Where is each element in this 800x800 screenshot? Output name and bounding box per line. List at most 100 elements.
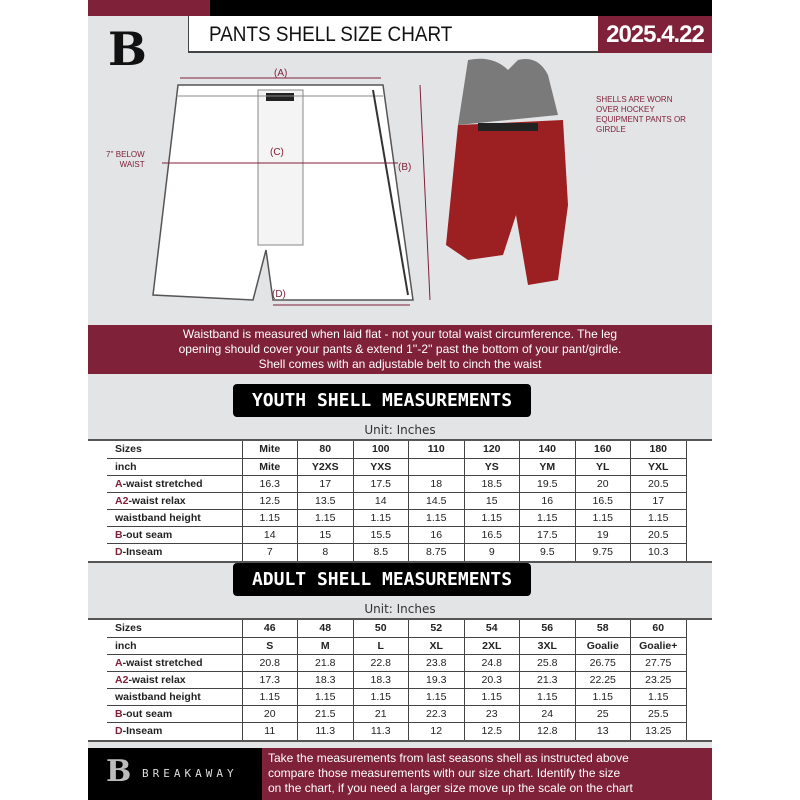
table-row: Sizes 46 48 50 52 54 56 58 60 <box>107 620 687 638</box>
footer-instructions: Take the measurements from last seasons … <box>262 748 712 800</box>
row-label: inch <box>107 636 243 655</box>
table-cell: 15.5 <box>352 525 409 545</box>
label-d: (D) <box>272 289 286 300</box>
table-cell: 16.5 <box>463 525 520 545</box>
table-cell: 11 <box>241 722 298 740</box>
row-prefix: A <box>115 477 123 490</box>
table-cell: Goalie <box>574 636 631 655</box>
table-cell: 8 <box>297 543 354 561</box>
table-cell: 1.15 <box>574 687 631 706</box>
table-row: A2-waist relax 12.5 13.5 14 14.5 15 16 16.5 17 <box>107 491 687 510</box>
table-cell: 9.75 <box>574 543 631 561</box>
table-cell: 1.15 <box>241 687 298 706</box>
row-label: waistband height <box>107 508 243 527</box>
row-label-text: -waist relax <box>128 494 186 507</box>
table-cell: 21.5 <box>297 704 354 724</box>
youth-title: YOUTH SHELL MEASUREMENTS <box>233 384 531 417</box>
row-label-text: -waist stretched <box>122 477 203 490</box>
table-cell: Mite <box>241 441 298 459</box>
row-label-text: inch <box>115 460 137 473</box>
table-cell: 18.3 <box>297 670 354 689</box>
table-cell: 14 <box>352 491 409 510</box>
row-label: A-waist stretched <box>107 474 243 493</box>
table-cell: 13.25 <box>630 722 687 740</box>
row-label: A2-waist relax <box>107 491 243 510</box>
table-cell: YM <box>519 457 576 476</box>
table-row: waistband height 1.15 1.15 1.15 1.15 1.15 1.15… <box>107 508 687 527</box>
table-cell: 16 <box>408 525 465 545</box>
table-cell: 18 <box>408 474 465 493</box>
row-label-text: Sizes <box>115 443 142 456</box>
table-cell: 1.15 <box>519 687 576 706</box>
info-band: Waistband is measured when laid flat - n… <box>88 325 712 374</box>
row-label-text: waistband height <box>115 690 201 703</box>
table-cell: 110 <box>408 441 465 459</box>
table-cell: 1.15 <box>352 687 409 706</box>
adult-unit: Unit: Inches <box>364 602 436 616</box>
label-c: (C) <box>270 147 284 158</box>
table-cell: 10.3 <box>630 543 687 561</box>
table-cell: 1.15 <box>519 508 576 527</box>
table-cell: 8.75 <box>408 543 465 561</box>
row-label-text: -Inseam <box>122 546 163 559</box>
row-label-text: Sizes <box>115 622 142 635</box>
label-a: (A) <box>274 68 288 79</box>
row-label: D-Inseam <box>107 722 243 740</box>
table-row: A-waist stretched 20.8 21.8 22.8 23.8 24.8 25.… <box>107 653 687 672</box>
table-cell: 16.5 <box>574 491 631 510</box>
table-cell: 1.15 <box>574 508 631 527</box>
youth-table: Sizes Mite 80 100 110 120 140 160 180 inch Mite Y2X… <box>88 439 712 563</box>
table-cell: 11.3 <box>352 722 409 740</box>
row-label-text: -waist relax <box>128 673 186 686</box>
info-line: Waistband is measured when laid flat - n… <box>182 327 618 341</box>
row-label: Sizes <box>107 620 243 638</box>
table-cell: 14 <box>241 525 298 545</box>
below-waist-label: 7'' BELOW WAIST <box>106 150 145 169</box>
table-cell: 80 <box>297 441 354 459</box>
table-cell: 8.5 <box>352 543 409 561</box>
table-cell: 27.75 <box>630 653 687 672</box>
footer-line: compare those measurements with our size… <box>268 766 621 780</box>
table-cell: YXL <box>630 457 687 476</box>
table-cell: 19 <box>574 525 631 545</box>
youth-unit: Unit: Inches <box>364 423 436 437</box>
row-prefix: D <box>115 546 123 559</box>
row-prefix: B <box>115 708 123 721</box>
info-line: opening should cover your pants & extend… <box>178 342 622 356</box>
table-cell: 24 <box>519 704 576 724</box>
table-row: D-Inseam 11 11.3 11.3 12 12.5 12.8 13 13.25 <box>107 722 687 740</box>
table-cell: 17.5 <box>519 525 576 545</box>
top-bar <box>88 0 712 16</box>
row-label: A2-waist relax <box>107 670 243 689</box>
table-cell: 17 <box>630 491 687 510</box>
table-cell: 22.3 <box>408 704 465 724</box>
table-cell: 16 <box>519 491 576 510</box>
table-cell: 52 <box>408 620 465 638</box>
table-cell: 12.5 <box>463 722 520 740</box>
table-cell: 25.8 <box>519 653 576 672</box>
table-cell: 1.15 <box>408 508 465 527</box>
pants-diagram <box>152 77 431 306</box>
table-cell: 54 <box>463 620 520 638</box>
row-label: A-waist stretched <box>107 653 243 672</box>
adult-table: Sizes 46 48 50 52 54 56 58 60 inch S M L XL 2XL 3XL Goal… <box>88 618 712 742</box>
table-cell: 25.5 <box>630 704 687 724</box>
table-cell: 20.5 <box>630 474 687 493</box>
row-label: inch <box>107 457 243 476</box>
table-cell: 56 <box>519 620 576 638</box>
table-cell: 13.5 <box>297 491 354 510</box>
table-cell <box>408 457 465 476</box>
table-cell: 50 <box>352 620 409 638</box>
table-row: B-out seam 14 15 15.5 16 16.5 17.5 19 20.5 <box>107 525 687 545</box>
table-cell: 23.25 <box>630 670 687 689</box>
page-title: PANTS SHELL SIZE CHART <box>209 23 453 46</box>
table-cell: 22.8 <box>352 653 409 672</box>
size-chart-page: B PANTS SHELL SIZE CHART 2025.4.22 (A) (… <box>88 0 712 800</box>
table-row: B-out seam 20 21.5 21 22.3 23 24 25 25.5 <box>107 704 687 724</box>
table-row: A-waist stretched 16.3 17 17.5 18 18.5 19.5 20 2… <box>107 474 687 493</box>
table-cell: 14.5 <box>408 491 465 510</box>
footer-line: Take the measurements from last seasons … <box>268 751 629 765</box>
table-cell: 100 <box>352 441 409 459</box>
table-cell: 1.15 <box>630 687 687 706</box>
table-row: inch Mite Y2XS YXS YS YM YL YXL <box>107 457 687 476</box>
